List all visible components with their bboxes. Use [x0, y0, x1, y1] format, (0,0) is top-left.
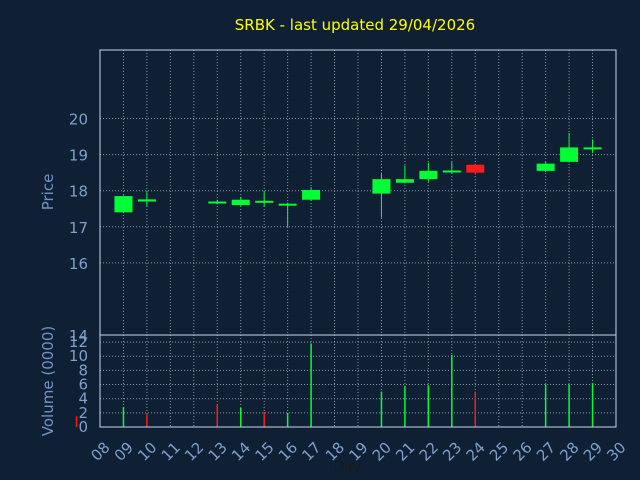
candlestick	[137, 190, 156, 207]
candle-body	[419, 170, 438, 180]
volume-bar	[404, 385, 406, 427]
price-y-axis-label: Price	[39, 174, 57, 211]
volume-y-tick-label: 6	[78, 376, 88, 394]
price-grid	[99, 50, 617, 336]
x-axis-label: Day	[333, 459, 361, 475]
price-panel: 14 16 17 18 19 20 Price	[39, 49, 617, 345]
candlestick	[583, 139, 602, 153]
price-y-tick-label: 18	[69, 183, 88, 201]
price-y-ticks: 14 16 17 18 19 20	[69, 111, 88, 345]
candle-body	[560, 147, 579, 162]
candlestick	[208, 199, 227, 205]
candlestick	[114, 195, 133, 214]
volume-bar	[568, 384, 570, 427]
candle-body	[137, 199, 156, 202]
volume-bar	[122, 407, 125, 427]
volume-bar	[310, 343, 312, 427]
chart-title: SRBK - last updated 29/04/2026	[235, 16, 475, 34]
volume-bar	[544, 384, 547, 427]
candle-body	[208, 201, 227, 204]
price-y-tick-label: 17	[69, 219, 88, 237]
price-y-tick-label: 19	[69, 147, 88, 165]
volume-bar	[263, 412, 265, 427]
candlestick	[560, 132, 579, 163]
volume-frame	[99, 334, 617, 428]
candlestick	[419, 162, 438, 182]
price-y-tick-label: 14	[69, 327, 88, 345]
candlestick	[466, 163, 485, 175]
volume-bar	[286, 412, 289, 427]
volume-bar	[591, 383, 594, 427]
candle-body	[114, 196, 133, 213]
candle-body	[395, 179, 414, 183]
candlestick	[278, 202, 297, 227]
price-y-tick-label: 20	[69, 111, 88, 129]
volume-bar	[216, 404, 219, 427]
candle-body	[372, 179, 391, 194]
candle-body	[231, 199, 250, 206]
volume-y-tick-label: 10	[69, 347, 88, 365]
volume-y-axis-label: Volume (0000)	[39, 326, 57, 436]
candlestick	[372, 172, 391, 218]
candle-body	[278, 203, 297, 206]
volume-y-tick-label: 12	[69, 333, 88, 351]
candlestick	[302, 187, 321, 201]
volume-y-tick-label: 4	[78, 390, 88, 408]
candlestick	[442, 161, 461, 174]
volume-bar	[427, 385, 430, 427]
candle-body	[255, 200, 274, 203]
volume-bar	[380, 391, 383, 427]
volume-y-tick-label: 8	[78, 361, 88, 379]
candlestick	[255, 190, 274, 207]
volume-bar	[146, 414, 148, 427]
volume-bar	[474, 391, 477, 427]
volume-bar	[75, 416, 78, 427]
volume-bars	[75, 343, 594, 427]
volume-bar	[239, 407, 242, 427]
candlestick	[536, 161, 555, 172]
candle-body	[442, 170, 461, 173]
price-candles	[114, 132, 602, 227]
volume-y-tick-label: 2	[78, 404, 88, 422]
volume-bar	[451, 354, 453, 427]
candlestick	[231, 196, 250, 206]
volume-y-tick-label: 0	[78, 418, 88, 436]
candle-body	[466, 164, 485, 173]
candle-body	[583, 147, 602, 150]
candle-body	[302, 189, 321, 200]
price-y-tick-label: 16	[69, 255, 88, 273]
candlestick	[395, 165, 414, 184]
candle-body	[536, 163, 555, 171]
